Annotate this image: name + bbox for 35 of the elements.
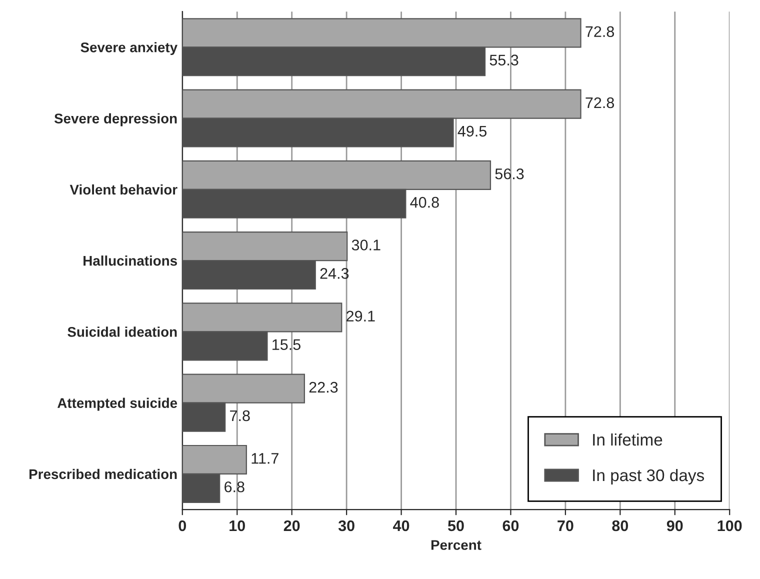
data-label: 11.7 [252, 453, 278, 464]
x-tick-label: 20 [284, 520, 300, 532]
legend-label: In past 30 days [593, 468, 704, 485]
data-label: 55.3 [490, 54, 518, 66]
data-label: 30.1 [352, 240, 380, 250]
x-tick-label: 0 [178, 520, 186, 532]
data-label: 15.5 [272, 339, 300, 350]
data-label: 22.3 [309, 382, 338, 393]
y-tick-label: Severe depression [54, 113, 177, 126]
data-label: 72.8 [586, 97, 614, 108]
data-label: 6.8 [224, 481, 244, 492]
x-tick-label: 70 [558, 520, 574, 532]
y-tick-label: Violent behavior [70, 184, 178, 195]
x-tick-label: 90 [666, 520, 683, 532]
y-tick-label: Prescribed medication [30, 468, 177, 480]
x-tick-label: 50 [448, 520, 464, 532]
data-label: 56.3 [495, 168, 524, 180]
data-label: 72.8 [586, 26, 614, 38]
data-label: 29.1 [346, 310, 375, 322]
x-tick-label: 40 [393, 520, 410, 532]
y-tick-label: Attempted suicide [58, 398, 178, 411]
x-axis-title: Percent [431, 540, 482, 550]
x-tick-label: 30 [338, 520, 354, 532]
data-label: 49.5 [458, 126, 487, 137]
y-tick-label: Severe anxiety [80, 42, 178, 56]
x-tick-label: 60 [502, 520, 519, 532]
y-tick-label: Hallucinations [84, 256, 177, 266]
data-label: 24.3 [320, 268, 349, 279]
x-tick-label: 100 [718, 520, 742, 532]
x-tick-label: 80 [612, 520, 628, 532]
x-tick-label: 10 [230, 520, 245, 532]
y-tick-label: Suicidal ideation [68, 326, 177, 337]
data-label: 40.8 [410, 196, 439, 208]
data-label: 7.8 [230, 410, 250, 422]
legend-label: In lifetime [593, 433, 662, 446]
